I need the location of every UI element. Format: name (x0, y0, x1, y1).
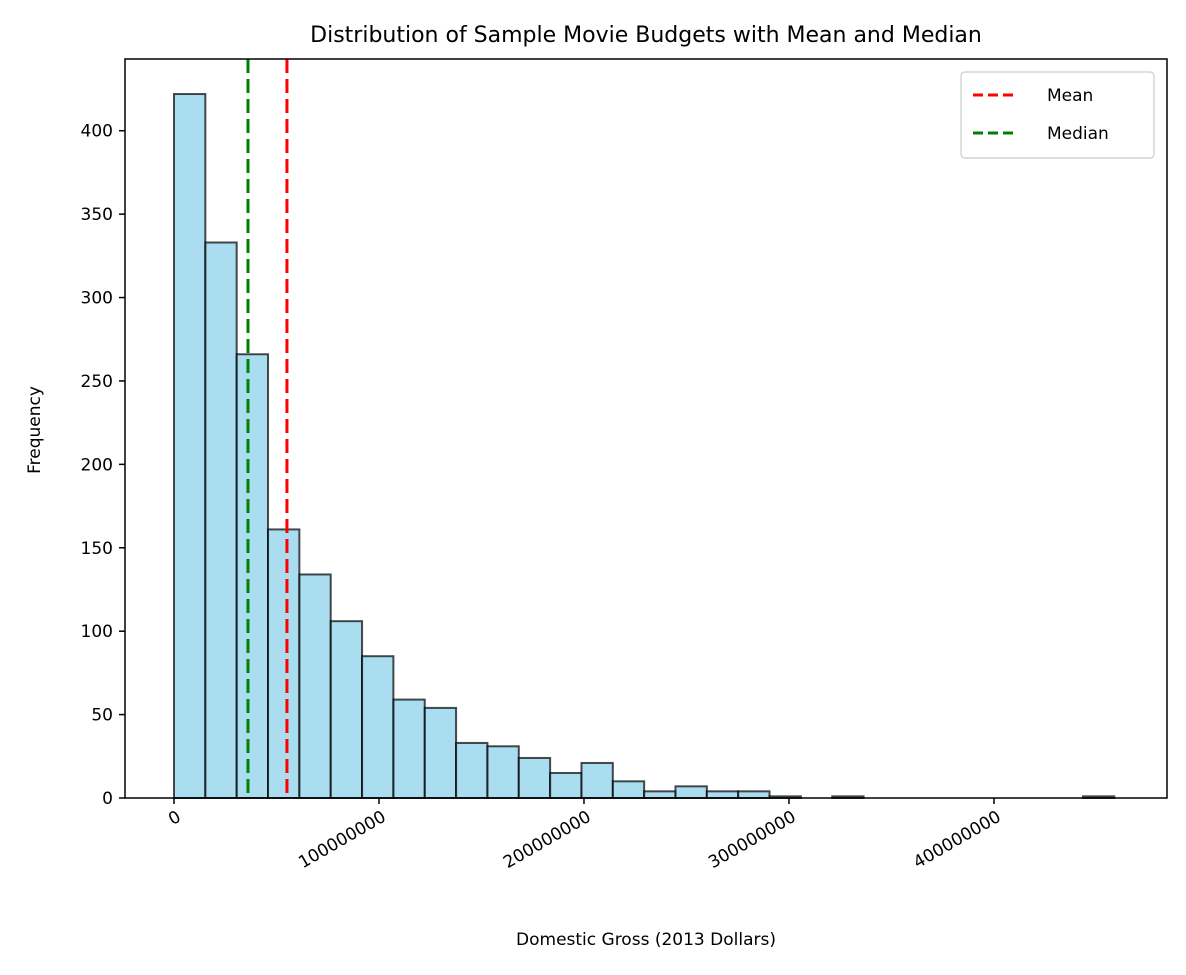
chart-title: Distribution of Sample Movie Budgets wit… (310, 23, 982, 48)
x-tick-label: 400000000 (910, 807, 1004, 873)
legend-label: Mean (1047, 86, 1093, 106)
histogram-bar (423, 706, 458, 800)
x-tick-label: 200000000 (500, 807, 594, 873)
histogram-bar (517, 756, 552, 799)
histogram-bar (580, 761, 614, 799)
y-tick-label: 200 (81, 455, 113, 475)
histogram-bar (674, 785, 708, 800)
y-tick-label: 150 (81, 539, 113, 559)
histogram-bar (172, 93, 207, 799)
histogram-bar (204, 241, 238, 799)
y-axis-label: Frequency (25, 386, 45, 474)
histogram-bar (392, 698, 426, 799)
histogram-bar (329, 620, 364, 800)
histogram-bar (235, 353, 270, 799)
y-tick-label: 250 (81, 372, 113, 392)
histogram-bar (486, 745, 520, 799)
histogram-bar (549, 771, 583, 799)
histogram-bar (455, 741, 489, 799)
y-tick-label: 350 (81, 205, 113, 225)
histogram-bar (298, 573, 332, 800)
histogram-bar (737, 790, 771, 800)
histogram-bar (361, 655, 395, 800)
x-tick-label: 100000000 (295, 807, 389, 873)
y-tick-label: 300 (81, 289, 113, 309)
y-tick-label: 0 (102, 789, 113, 809)
y-tick-label: 50 (91, 706, 113, 726)
histogram-bar (267, 528, 301, 799)
x-tick-label: 300000000 (705, 807, 799, 873)
histogram-bar (611, 780, 646, 800)
plot-frame (124, 58, 1168, 799)
x-axis-label: Domestic Gross (2013 Dollars) (516, 930, 776, 950)
x-tick-label: 0 (165, 807, 184, 830)
y-tick-label: 100 (81, 622, 113, 642)
histogram-bar (705, 790, 740, 800)
legend-label: Median (1047, 124, 1109, 144)
histogram-bar (643, 790, 677, 800)
y-tick-label: 400 (81, 122, 113, 142)
legend: Mean Median (960, 71, 1155, 159)
